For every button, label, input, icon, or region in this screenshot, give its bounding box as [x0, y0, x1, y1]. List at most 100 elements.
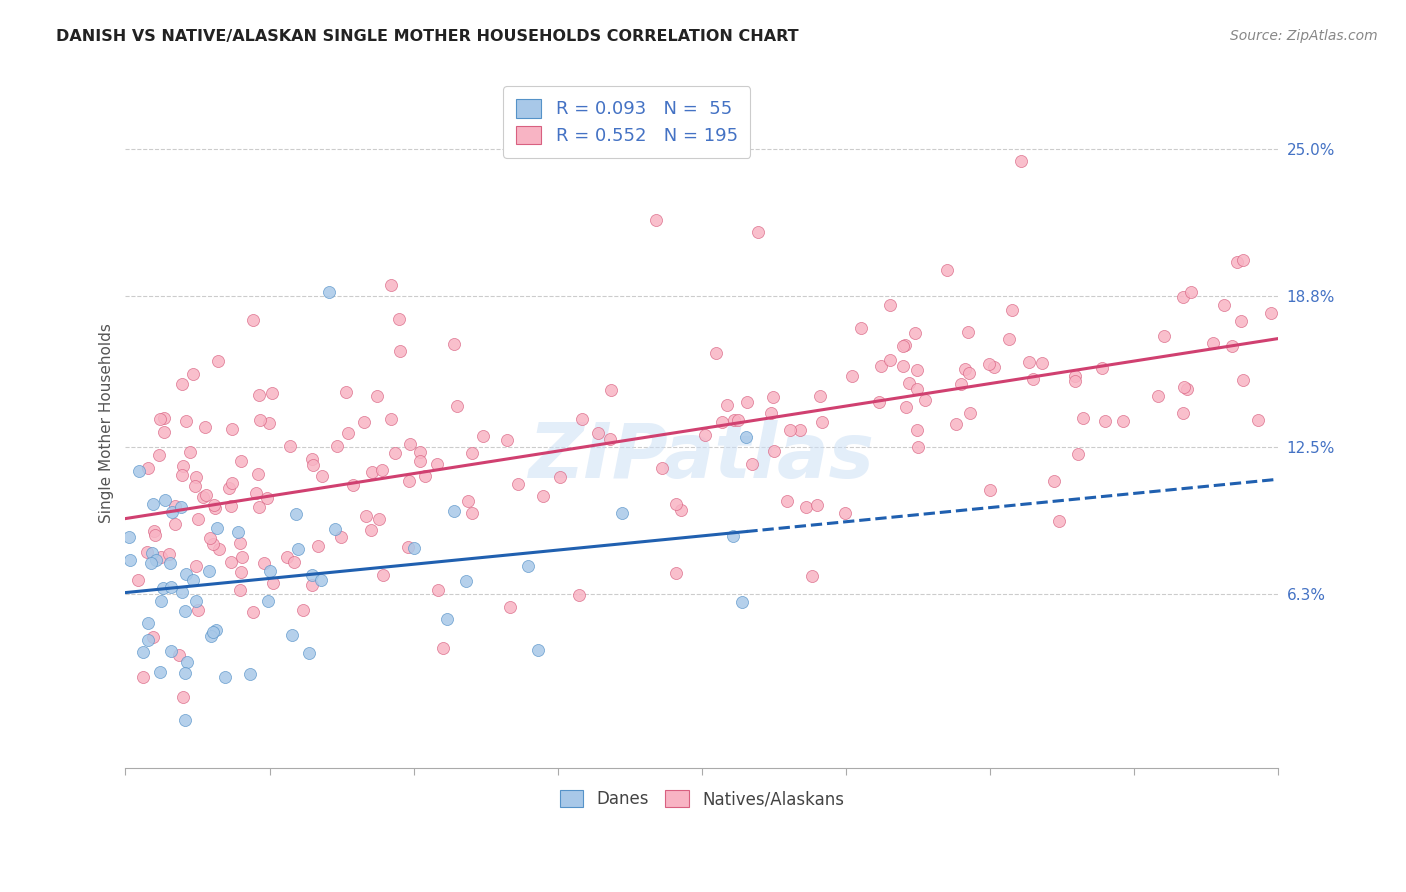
Point: [174, 714, 197, 728]
Point: [399, 437, 422, 451]
Point: [291, 603, 314, 617]
Point: [806, 498, 828, 512]
Point: [256, 491, 278, 505]
Point: [153, 425, 176, 439]
Point: [956, 325, 979, 339]
Point: [132, 645, 155, 659]
Point: [879, 298, 901, 312]
Point: [181, 368, 204, 382]
Point: [311, 468, 333, 483]
Point: [187, 602, 209, 616]
Point: [142, 497, 165, 511]
Point: [179, 445, 201, 459]
Point: [360, 465, 382, 479]
Point: [132, 670, 155, 684]
Point: [870, 359, 893, 373]
Point: [461, 506, 484, 520]
Point: [239, 667, 262, 681]
Point: [1171, 406, 1194, 420]
Point: [977, 357, 1000, 371]
Point: [898, 376, 921, 390]
Point: [284, 507, 307, 521]
Point: [891, 339, 914, 353]
Point: [1063, 369, 1085, 384]
Point: [779, 423, 801, 437]
Point: [506, 476, 529, 491]
Point: [214, 670, 236, 684]
Point: [761, 390, 783, 404]
Point: [187, 512, 209, 526]
Point: [747, 225, 769, 239]
Point: [150, 549, 173, 564]
Point: [723, 413, 745, 427]
Point: [218, 481, 240, 495]
Point: [1173, 380, 1195, 394]
Point: [200, 629, 222, 643]
Point: [516, 558, 538, 573]
Point: [1112, 414, 1135, 428]
Point: [599, 432, 621, 446]
Point: [1067, 447, 1090, 461]
Point: [1010, 153, 1032, 168]
Point: [174, 414, 197, 428]
Point: [287, 541, 309, 556]
Point: [612, 507, 634, 521]
Point: [1073, 411, 1095, 425]
Point: [1153, 329, 1175, 343]
Point: [731, 594, 754, 608]
Point: [811, 415, 834, 429]
Point: [353, 416, 375, 430]
Text: ZIPatlas: ZIPatlas: [529, 420, 875, 494]
Point: [531, 489, 554, 503]
Point: [198, 564, 221, 578]
Point: [457, 494, 479, 508]
Point: [800, 569, 823, 583]
Point: [1022, 372, 1045, 386]
Point: [841, 368, 863, 383]
Point: [1175, 382, 1198, 396]
Point: [776, 494, 799, 508]
Point: [404, 541, 426, 556]
Point: [297, 646, 319, 660]
Point: [307, 539, 329, 553]
Point: [330, 531, 353, 545]
Point: [207, 354, 229, 368]
Point: [323, 522, 346, 536]
Point: [368, 511, 391, 525]
Point: [208, 541, 231, 556]
Point: [173, 604, 195, 618]
Point: [905, 383, 928, 397]
Point: [311, 573, 333, 587]
Point: [259, 564, 281, 578]
Point: [461, 446, 484, 460]
Point: [326, 439, 349, 453]
Point: [127, 573, 149, 587]
Point: [879, 353, 901, 368]
Point: [370, 463, 392, 477]
Point: [184, 594, 207, 608]
Point: [205, 623, 228, 637]
Point: [727, 413, 749, 427]
Point: [868, 394, 890, 409]
Point: [186, 470, 208, 484]
Point: [167, 648, 190, 662]
Point: [301, 451, 323, 466]
Point: [568, 588, 591, 602]
Point: [735, 430, 758, 444]
Text: Source: ZipAtlas.com: Source: ZipAtlas.com: [1230, 29, 1378, 43]
Point: [735, 394, 758, 409]
Point: [454, 574, 477, 588]
Point: [949, 376, 972, 391]
Text: DANISH VS NATIVE/ALASKAN SINGLE MOTHER HOUSEHOLDS CORRELATION CHART: DANISH VS NATIVE/ALASKAN SINGLE MOTHER H…: [56, 29, 799, 44]
Point: [1063, 374, 1085, 388]
Point: [152, 581, 174, 595]
Point: [170, 500, 193, 515]
Point: [221, 422, 243, 436]
Point: [136, 632, 159, 647]
Point: [174, 567, 197, 582]
Point: [436, 612, 458, 626]
Point: [1180, 285, 1202, 299]
Point: [380, 277, 402, 292]
Point: [526, 643, 548, 657]
Point: [1232, 373, 1254, 387]
